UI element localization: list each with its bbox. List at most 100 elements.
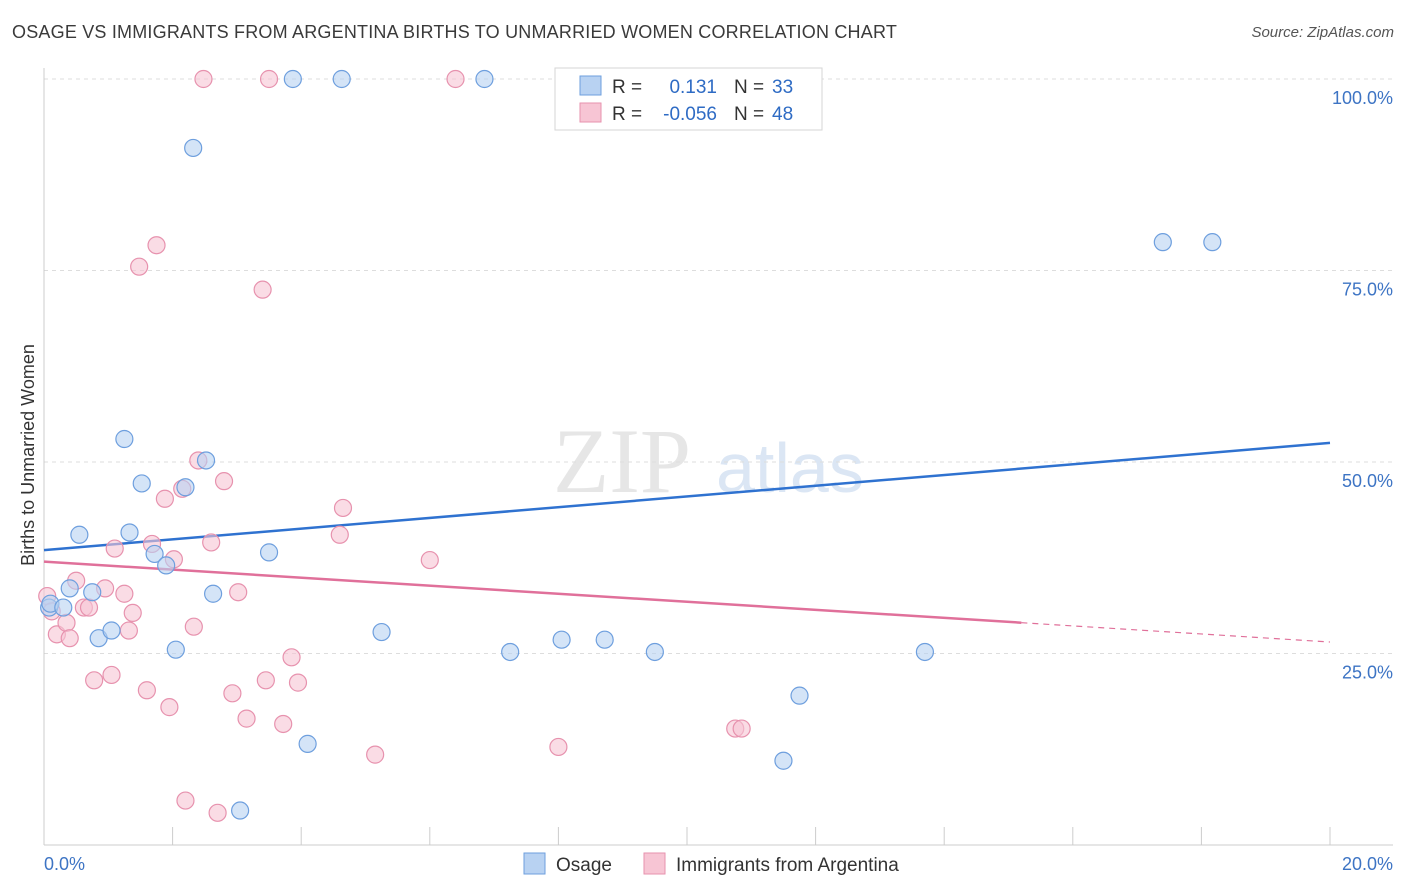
point-osage — [204, 584, 223, 603]
y-tick-label: 100.0% — [1332, 88, 1393, 108]
point-osage — [283, 69, 302, 89]
point-argentina — [288, 673, 308, 692]
y-tick-label: 50.0% — [1342, 471, 1393, 491]
point-argentina — [229, 583, 248, 602]
series-legend: Osage Immigrants from Argentina — [523, 852, 899, 876]
point-argentina — [184, 617, 203, 636]
legend-r-value-osage: 0.131 — [669, 77, 717, 98]
bottom-legend-swatch-osage — [523, 852, 546, 875]
point-argentina — [176, 791, 195, 810]
watermark-zip: ZIP — [553, 410, 691, 512]
point-osage — [102, 621, 121, 640]
point-osage — [157, 556, 176, 575]
point-argentina — [123, 603, 142, 623]
point-osage — [115, 429, 134, 449]
point-argentina — [237, 709, 256, 728]
point-argentina — [137, 681, 156, 700]
trend-line-extension-argentina — [1021, 622, 1331, 643]
legend-n-label-argentina: N = — [734, 104, 764, 125]
point-argentina — [79, 598, 99, 617]
legend-swatch-osage — [579, 75, 602, 96]
point-osage — [1153, 233, 1172, 252]
trend-line-osage — [43, 441, 1331, 552]
legend-swatch-argentina — [579, 102, 602, 123]
point-argentina — [85, 671, 104, 690]
point-osage — [332, 69, 351, 89]
point-argentina — [282, 648, 301, 667]
point-argentina — [102, 665, 121, 685]
trend-lines — [43, 441, 1331, 643]
point-osage — [196, 451, 216, 470]
point-osage — [645, 642, 664, 662]
data-points — [38, 69, 1222, 822]
point-osage — [83, 583, 102, 602]
legend-r-label-argentina: R = — [612, 104, 642, 125]
point-osage — [774, 751, 793, 770]
point-osage — [54, 598, 73, 617]
x-tick-label-left: 0.0% — [44, 854, 85, 874]
legend-n-value-argentina: 48 — [772, 104, 793, 125]
legend-n-label-osage: N = — [734, 77, 764, 98]
point-osage — [475, 69, 494, 89]
point-argentina — [253, 280, 272, 299]
point-osage — [132, 474, 151, 493]
y-tick-label: 75.0% — [1342, 280, 1393, 300]
trend-line-argentina — [43, 560, 1022, 624]
point-argentina — [333, 498, 353, 518]
point-argentina — [57, 613, 76, 632]
point-osage — [915, 642, 935, 662]
bottom-legend-label-argentina: Immigrants from Argentina — [676, 855, 899, 876]
point-osage — [70, 525, 89, 544]
point-osage — [1203, 233, 1222, 252]
stats-legend: R = 0.131 N = 33 R = -0.056 N = 48 — [554, 67, 823, 131]
point-argentina — [446, 69, 465, 89]
y-tick-label: 25.0% — [1342, 663, 1393, 683]
point-argentina — [549, 737, 568, 757]
point-osage — [231, 801, 250, 820]
point-argentina — [119, 621, 138, 640]
point-argentina — [194, 69, 213, 89]
point-argentina — [115, 584, 134, 603]
point-argentina — [155, 489, 174, 508]
point-osage — [176, 478, 195, 497]
point-argentina — [160, 698, 179, 717]
point-argentina — [147, 236, 166, 255]
point-argentina — [330, 525, 349, 544]
point-osage — [298, 734, 317, 753]
point-argentina — [259, 69, 279, 89]
point-argentina — [130, 257, 149, 276]
point-osage — [145, 544, 164, 564]
legend-r-label-osage: R = — [612, 77, 642, 98]
chart-title: OSAGE VS IMMIGRANTS FROM ARGENTINA BIRTH… — [12, 22, 898, 42]
point-osage — [120, 523, 139, 542]
source-credit: Source: ZipAtlas.com — [1251, 24, 1394, 41]
point-osage — [372, 622, 391, 642]
point-argentina — [60, 629, 79, 648]
point-osage — [790, 686, 809, 705]
point-osage — [166, 640, 185, 659]
point-argentina — [274, 714, 293, 734]
point-argentina — [732, 719, 751, 738]
x-tick-label-right: 20.0% — [1342, 854, 1393, 874]
point-osage — [595, 630, 614, 649]
point-argentina — [256, 671, 275, 690]
point-argentina — [223, 684, 242, 703]
watermark-atlas: atlas — [716, 429, 864, 507]
point-osage — [501, 642, 520, 662]
point-argentina — [366, 745, 385, 764]
grid-lines — [44, 78, 1393, 654]
point-osage — [184, 138, 203, 158]
point-argentina — [420, 550, 439, 570]
point-argentina — [214, 472, 234, 491]
bottom-legend-swatch-argentina — [643, 852, 666, 875]
axes: 25.0% 50.0% 75.0% 100.0% — [43, 68, 1393, 846]
legend-n-value-osage: 33 — [772, 77, 793, 98]
point-osage — [552, 630, 571, 649]
y-axis-label: Births to Unmarried Women — [18, 344, 38, 566]
point-argentina — [202, 533, 221, 552]
point-argentina — [105, 539, 124, 558]
point-argentina — [208, 803, 227, 822]
point-osage — [259, 543, 279, 562]
bottom-legend-label-osage: Osage — [556, 855, 612, 876]
